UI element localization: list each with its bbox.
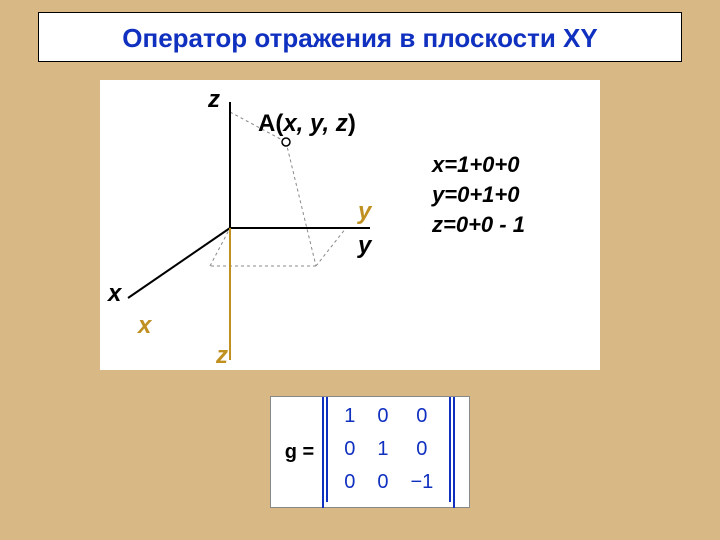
slide-root: Оператор отражения в плоскости XY z y x z y x… bbox=[0, 0, 720, 540]
axis-label-x_diag: x bbox=[108, 280, 121, 308]
matrix-cell-2-2: −1 bbox=[400, 467, 443, 498]
matrix-cell-0-0: 1 bbox=[334, 401, 365, 432]
matrix-cell-0-1: 0 bbox=[367, 401, 398, 432]
axis-label-z_up: z bbox=[208, 86, 220, 114]
title-text: Оператор отражения в плоскости XY bbox=[122, 23, 597, 53]
axis-label-x_ref: x bbox=[138, 312, 151, 340]
matrix-cell-2-0: 0 bbox=[334, 467, 365, 498]
matrix-cell-1-2: 0 bbox=[400, 434, 443, 465]
axis-label-z_down: z bbox=[216, 342, 228, 370]
matrix-block: g =10001000−1 bbox=[270, 396, 470, 508]
axis-label-y_ref: y bbox=[358, 198, 371, 226]
matrix-label: g = bbox=[285, 441, 314, 464]
matrix-table: 10001000−1 bbox=[332, 399, 445, 500]
point-a-label: A(x, y, z) bbox=[258, 110, 356, 138]
matrix-cell-2-1: 0 bbox=[367, 467, 398, 498]
matrix-cell-1-1: 1 bbox=[367, 434, 398, 465]
matrix-cell-1-0: 0 bbox=[334, 434, 365, 465]
equation-line-1: y=0+1+0 bbox=[432, 182, 519, 208]
equation-line-2: z=0+0 - 1 bbox=[432, 212, 525, 238]
diagram-panel: z y x z y x A(x, y, z) bbox=[100, 80, 600, 370]
axis-label-y_right: y bbox=[358, 232, 371, 260]
title-box: Оператор отражения в плоскости XY bbox=[38, 12, 682, 62]
matrix-cell-0-2: 0 bbox=[400, 401, 443, 432]
equation-line-0: x=1+0+0 bbox=[432, 152, 519, 178]
